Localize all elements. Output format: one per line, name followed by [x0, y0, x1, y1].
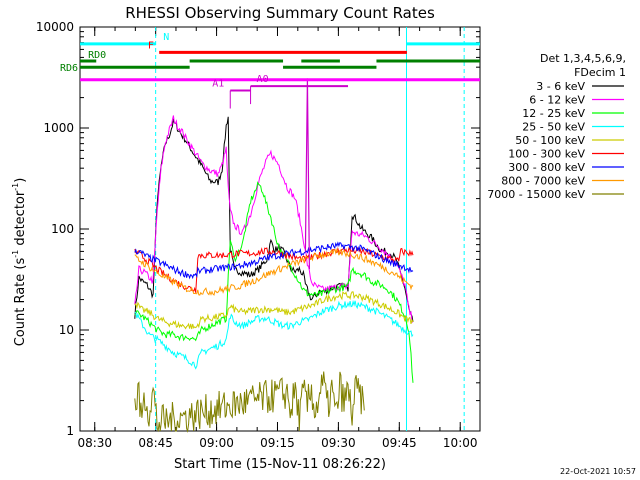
- status-label-rd6: RD6: [60, 63, 78, 74]
- status-label-n: N: [163, 32, 169, 43]
- x-tick-label: 09:45: [382, 436, 417, 450]
- legend-entry-label: 800 - 7000 keV: [501, 175, 585, 188]
- x-tick-label: 09:30: [321, 436, 356, 450]
- x-tick-label: 08:45: [138, 436, 173, 450]
- series-line-3-6-keV: [134, 116, 414, 323]
- attenuator-label-a1: A1: [212, 79, 224, 90]
- y-tick-label: 10: [59, 323, 74, 337]
- generation-timestamp: 22-Oct-2021 10:57: [560, 467, 636, 476]
- y-tick-label: 100: [51, 222, 74, 236]
- legend-entry-label: 300 - 800 keV: [508, 161, 585, 174]
- x-axis-label: Start Time (15-Nov-11 08:26:22): [174, 457, 386, 472]
- legend-entry-label: 3 - 6 keV: [536, 80, 585, 93]
- x-tick-label: 09:15: [260, 436, 295, 450]
- status-label-f: F: [148, 40, 154, 51]
- attenuator-label-a0: A0: [257, 74, 269, 85]
- flare-spike-line: [304, 78, 311, 270]
- legend-header-detectors: Det 1,3,4,5,6,9,: [540, 52, 626, 65]
- y-tick-label: 10000: [36, 20, 74, 34]
- series-line-300-800-keV: [134, 241, 414, 280]
- chart-title: RHESSI Observing Summary Count Rates: [125, 4, 435, 22]
- series-line-25-50-keV: [134, 299, 414, 370]
- legend-entry-label: 50 - 100 keV: [515, 134, 585, 147]
- series-line-50-100-keV: [134, 290, 414, 330]
- plot-border: [79, 26, 481, 432]
- x-tick-label: 10:00: [443, 436, 478, 450]
- status-label-rd0: RD0: [88, 50, 106, 61]
- x-tick-label: 09:00: [199, 436, 234, 450]
- x-tick-label: 08:30: [77, 436, 112, 450]
- series-line-800-7000-keV: [134, 248, 414, 296]
- plot-area: 1 10 100 1000 10000 08:30 08:45 09:00 09:15 09:30…: [36, 20, 481, 450]
- series-line-6-12-keV: [134, 115, 414, 323]
- legend-entry-label: 25 - 50 keV: [522, 121, 585, 134]
- legend-header-decimation: FDecim 1: [574, 66, 626, 79]
- series-line-7000-15000-keV: [134, 371, 365, 433]
- y-axis-label: Count Rate (s-1 detector-1): [11, 178, 28, 347]
- y-tick-label: 1: [66, 424, 74, 438]
- legend-entry-label: 7000 - 15000 keV: [487, 188, 585, 201]
- legend-entry-label: 6 - 12 keV: [529, 94, 585, 107]
- legend-entry-label: 100 - 300 keV: [508, 148, 585, 161]
- legend-entry-label: 12 - 25 keV: [522, 107, 585, 120]
- series-line-12-25-keV: [134, 181, 414, 383]
- y-tick-label: 1000: [43, 121, 74, 135]
